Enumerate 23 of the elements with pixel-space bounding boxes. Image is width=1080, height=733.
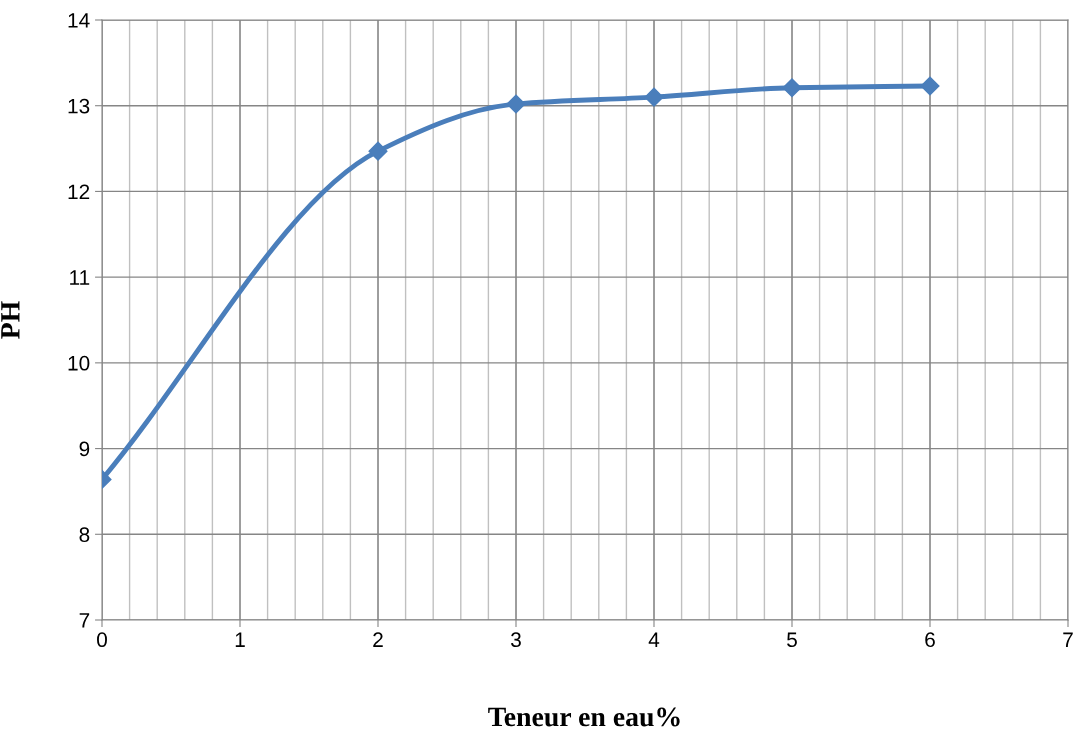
x-tick-label: 2 <box>373 632 383 647</box>
point <box>782 78 802 98</box>
x-tick-label: 4 <box>648 632 660 647</box>
x-tick-label: 5 <box>787 632 797 648</box>
x-tick-label: 7 <box>1063 632 1073 647</box>
point <box>920 76 940 96</box>
y-tick-label: 12 <box>68 184 90 199</box>
y-tick-label: 14 <box>68 13 90 28</box>
y-tick-label: 10 <box>68 355 90 371</box>
point <box>644 87 664 107</box>
y-tick-label: 8 <box>79 527 90 543</box>
x-tick-label: 0 <box>97 632 107 648</box>
x-tick-label: 6 <box>925 632 935 648</box>
point <box>506 94 526 114</box>
y-tick-label: 13 <box>68 98 90 114</box>
x-tick-label: 1 <box>235 632 245 647</box>
y-tick-label: 9 <box>79 441 90 457</box>
y-tick-label: 11 <box>70 270 90 285</box>
x-axis-title: Teneur en eau% <box>488 707 680 727</box>
y-axis-title: PH <box>1 301 20 339</box>
y-tick-label: 7 <box>79 613 90 628</box>
x-tick-label: 3 <box>511 632 521 648</box>
point <box>368 141 388 161</box>
